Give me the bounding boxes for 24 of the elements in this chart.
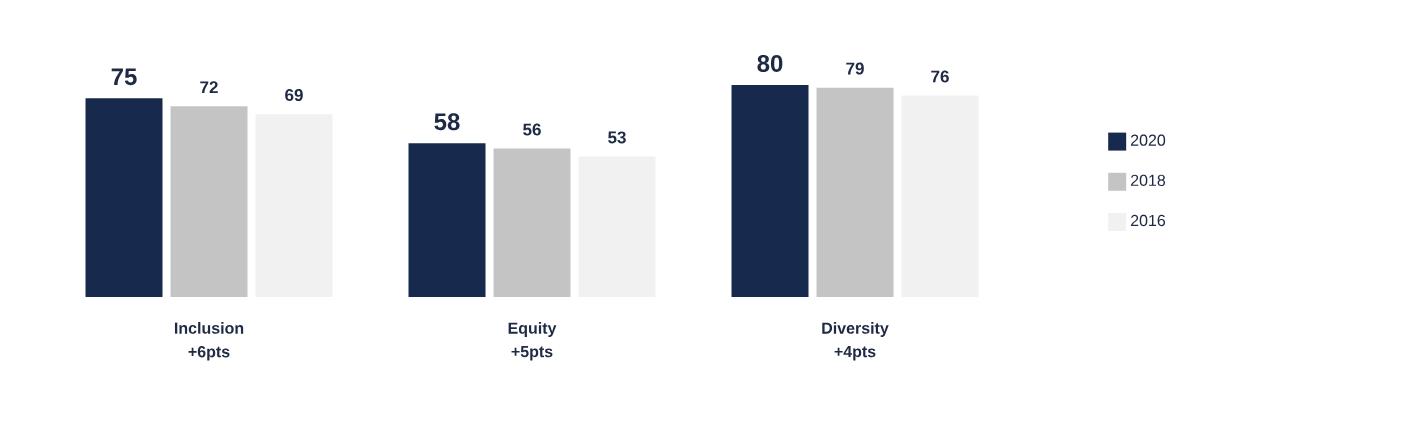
- data-label: 80: [757, 54, 783, 72]
- text: +6pts: [188, 346, 230, 361]
- legend-label: 2016: [1131, 214, 1166, 227]
- x-tick-label: Equity: [508, 322, 557, 337]
- bar: [408, 143, 486, 297]
- data-label: 58: [434, 113, 460, 131]
- data-label: 79: [846, 62, 864, 75]
- x-tick-label: Inclusion: [174, 322, 244, 334]
- data-label: 72: [200, 81, 218, 94]
- data-label: 75: [111, 68, 137, 86]
- data-label: 53: [608, 131, 626, 144]
- legend-label: 2020: [1131, 134, 1166, 146]
- data-label: 69: [285, 89, 303, 102]
- text: +5pts: [511, 346, 553, 361]
- text: +4pts: [834, 346, 876, 361]
- data-label: 56: [523, 123, 541, 136]
- bar: [493, 148, 571, 297]
- bar: [170, 106, 248, 297]
- x-tick-label: Diversity: [822, 322, 889, 337]
- legend-label: 2018: [1131, 174, 1166, 187]
- bar: [85, 98, 163, 297]
- bar: [731, 84, 809, 297]
- bar: [816, 87, 894, 297]
- data-label: 76: [931, 70, 949, 83]
